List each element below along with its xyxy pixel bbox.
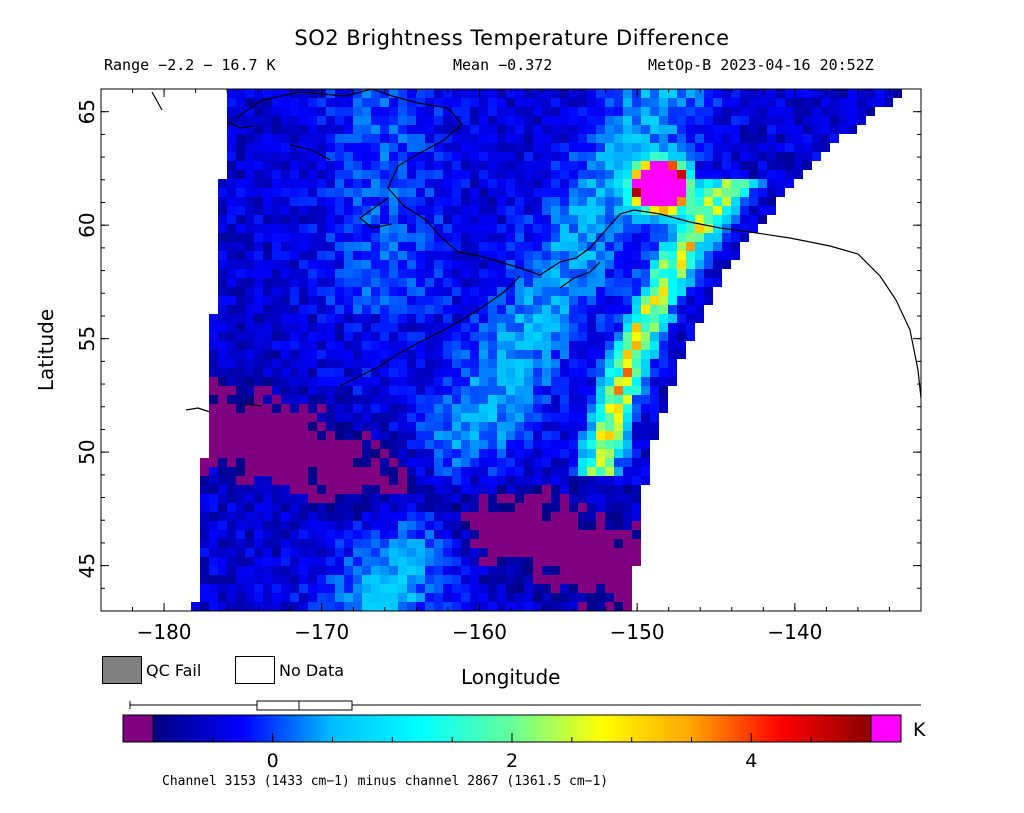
y-tick-label: 50 <box>75 439 99 464</box>
qc-fail-swatch <box>102 656 142 684</box>
colorbar-tick-label: 2 <box>506 750 518 772</box>
y-tick-label: 45 <box>75 553 99 578</box>
boxplot-box <box>256 700 353 711</box>
satellite-time: MetOp-B 2023-04-16 20:52Z <box>648 56 874 74</box>
y-axis-label: Latitude <box>34 308 58 392</box>
colorbar-tick-label: 0 <box>267 750 279 772</box>
x-axis-label: Longitude <box>461 665 561 689</box>
x-tick-label: −150 <box>610 620 665 644</box>
colorbar-tick-label: 4 <box>745 750 757 772</box>
colorbar-high <box>870 714 902 743</box>
y-tick-label: 55 <box>75 326 99 351</box>
colorbar-low <box>122 714 154 743</box>
channel-footnote: Channel 3153 (1433 cm−1) minus channel 2… <box>162 774 609 789</box>
swath-field <box>191 89 902 611</box>
coastline <box>151 89 921 413</box>
x-tick-label: −140 <box>767 620 822 644</box>
y-tick-label: 65 <box>75 99 99 124</box>
chart-title: SO2 Brightness Temperature Difference <box>294 26 730 50</box>
x-tick-label: −170 <box>294 620 349 644</box>
qc-fail-label: QC Fail <box>146 661 202 680</box>
x-tick-label: −180 <box>137 620 192 644</box>
no-data-label: No Data <box>279 661 345 680</box>
x-tick-label: −160 <box>452 620 507 644</box>
no-data-swatch <box>235 656 275 684</box>
mean-text: Mean −0.372 <box>453 56 553 74</box>
y-tick-label: 60 <box>75 212 99 237</box>
colorbar-unit: K <box>913 719 926 741</box>
range-text: Range −2.2 − 16.7 K <box>104 56 276 74</box>
